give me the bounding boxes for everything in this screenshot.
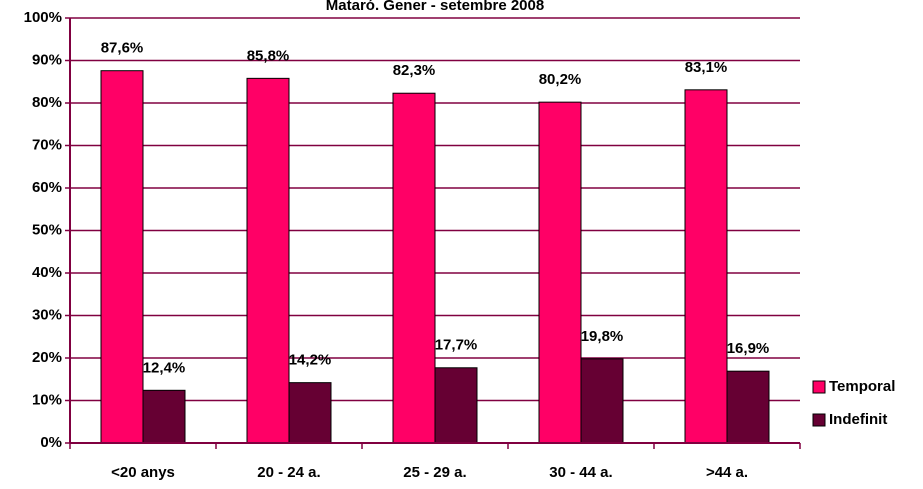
data-label: 82,3% — [393, 62, 436, 79]
bar — [288, 382, 332, 444]
y-tick-label: 30% — [32, 306, 62, 323]
y-tick-label: 20% — [32, 349, 62, 366]
x-tick-label: 30 - 44 a. — [549, 464, 612, 481]
legend-label: Indefinit — [829, 411, 887, 428]
bar — [100, 70, 144, 444]
data-label: 17,7% — [435, 337, 478, 354]
bar — [246, 77, 290, 444]
y-tick-label: 100% — [24, 9, 62, 26]
y-tick-label: 60% — [32, 179, 62, 196]
y-tick-label: 80% — [32, 94, 62, 111]
data-label: 87,6% — [101, 40, 144, 57]
bar — [580, 358, 624, 444]
bar — [392, 92, 436, 444]
x-tick-label: <20 anys — [111, 464, 175, 481]
y-tick-label: 40% — [32, 264, 62, 281]
y-tick-label: 0% — [40, 434, 62, 451]
legend-swatch — [812, 380, 826, 394]
bar — [684, 89, 728, 444]
x-tick-label: >44 a. — [706, 464, 748, 481]
y-tick-label: 10% — [32, 391, 62, 408]
bar — [538, 101, 582, 444]
x-tick-label: 25 - 29 a. — [403, 464, 466, 481]
bar — [726, 370, 770, 444]
data-label: 14,2% — [289, 352, 332, 369]
x-tick-label: 20 - 24 a. — [257, 464, 320, 481]
chart-title: Mataró. Gener - setembre 2008 — [326, 0, 544, 14]
data-label: 85,8% — [247, 47, 290, 64]
data-label: 19,8% — [581, 328, 624, 345]
legend-label: Temporal — [829, 378, 895, 395]
data-label: 12,4% — [143, 359, 186, 376]
data-label: 80,2% — [539, 71, 582, 88]
y-tick-label: 50% — [32, 221, 62, 238]
data-label: 16,9% — [727, 340, 770, 357]
bar — [434, 367, 478, 444]
y-tick-label: 70% — [32, 136, 62, 153]
legend-swatch — [812, 413, 826, 427]
data-label: 83,1% — [685, 59, 728, 76]
bar — [142, 389, 186, 444]
y-tick-label: 90% — [32, 51, 62, 68]
